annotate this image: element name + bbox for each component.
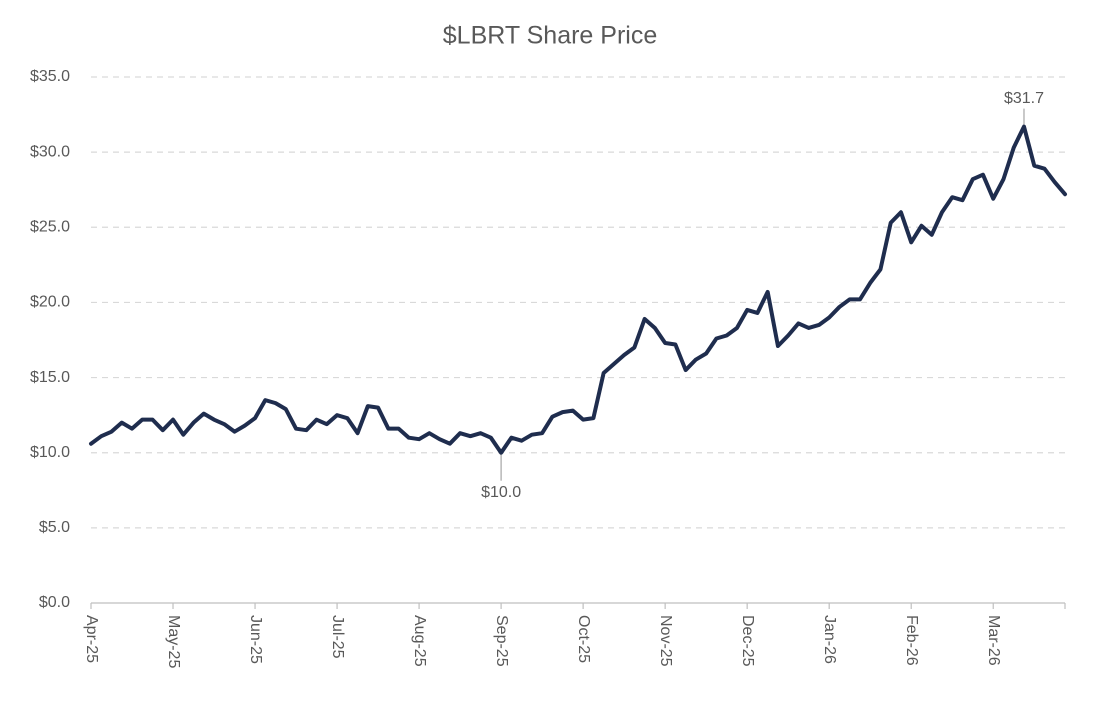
y-tick-label: $10.0 bbox=[30, 444, 70, 461]
x-tick-label: Sep-25 bbox=[493, 615, 510, 667]
value-label: $31.7 bbox=[1004, 90, 1044, 107]
y-tick-label: $25.0 bbox=[30, 219, 70, 236]
x-tick-label: Feb-26 bbox=[903, 615, 920, 666]
price-line bbox=[89, 124, 1067, 455]
x-tick-label: Dec-25 bbox=[739, 615, 756, 667]
y-tick-label: $15.0 bbox=[30, 369, 70, 386]
x-tick-label: Aug-25 bbox=[411, 615, 428, 667]
y-tick-label: $5.0 bbox=[39, 519, 70, 536]
x-tick-label: Apr-25 bbox=[83, 615, 100, 663]
x-tick-label: Jan-26 bbox=[821, 615, 838, 664]
x-tick-label: Jun-25 bbox=[247, 615, 264, 664]
x-tick-label: Mar-26 bbox=[985, 615, 1002, 666]
value-label: $10.0 bbox=[481, 484, 521, 501]
y-tick-label: $20.0 bbox=[30, 294, 70, 311]
x-tick-label: Nov-25 bbox=[657, 615, 674, 667]
y-tick-label: $35.0 bbox=[30, 68, 70, 85]
x-tick-label: Jul-25 bbox=[329, 615, 346, 659]
chart-title: $LBRT Share Price bbox=[443, 22, 657, 50]
y-tick-label: $0.0 bbox=[39, 594, 70, 611]
x-tick-label: May-25 bbox=[165, 615, 182, 668]
x-tick-label: Oct-25 bbox=[575, 615, 592, 663]
y-tick-label: $30.0 bbox=[30, 143, 70, 160]
